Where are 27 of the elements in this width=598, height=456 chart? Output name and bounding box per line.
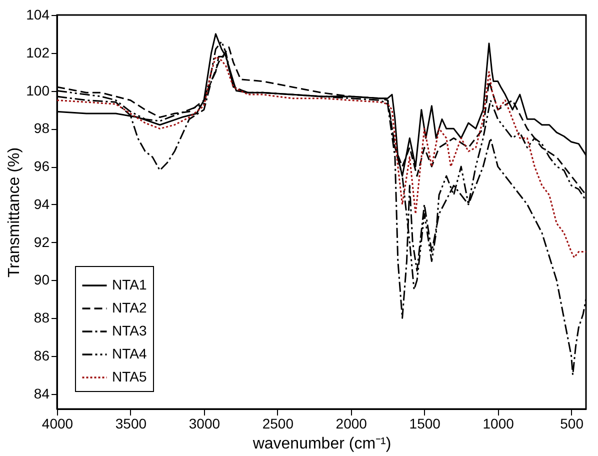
y-tick-label: 90	[34, 272, 50, 288]
y-tick-label: 84	[34, 385, 50, 402]
x-tick-label: 4000	[42, 416, 74, 432]
legend-label: NTA2	[112, 300, 147, 316]
legend-label: NTA4	[112, 346, 147, 362]
y-tick-label: 94	[34, 196, 50, 212]
y-tick-label: 96	[34, 158, 50, 174]
y-tick-label: 102	[26, 44, 50, 60]
y-tick-label: 88	[34, 310, 50, 326]
line-series	[57, 56, 586, 258]
x-tick-label: 1500	[409, 416, 441, 432]
y-tick-label: 100	[26, 82, 50, 98]
x-tick-label: 2000	[336, 416, 368, 432]
x-tick-label: 3000	[188, 416, 220, 432]
x-axis-title: wavenumber (cm⁻¹)	[252, 436, 392, 452]
x-tick-label: 3500	[115, 416, 147, 432]
y-tick-label: 92	[34, 234, 50, 250]
y-tick-label: 104	[26, 6, 50, 22]
y-tick-label: 86	[34, 347, 50, 364]
y-tick-label: 98	[34, 120, 50, 136]
x-tick-label: 500	[560, 416, 584, 432]
y-axis-title: Transmittance (%)	[6, 147, 24, 278]
legend-label: NTA3	[112, 322, 147, 338]
x-tick-label: 2500	[262, 416, 294, 432]
legend-label: NTA5	[112, 368, 147, 384]
legend-label: NTA1	[112, 276, 147, 292]
x-tick-label: 1000	[482, 416, 514, 432]
